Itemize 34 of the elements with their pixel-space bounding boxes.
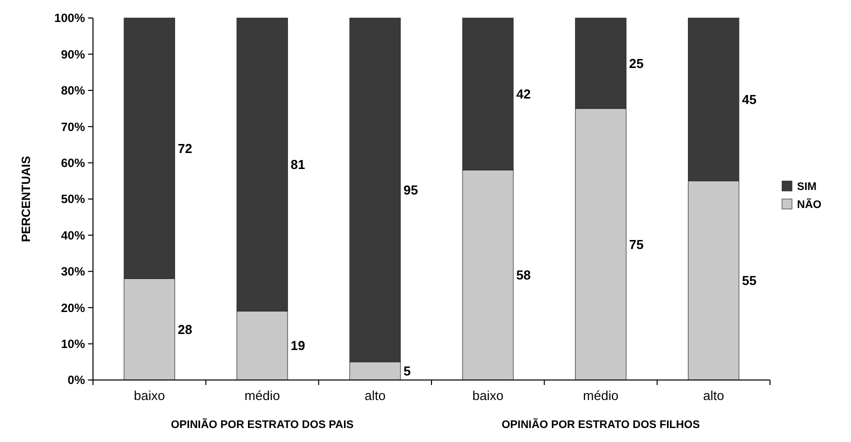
y-tick-label: 40%: [60, 228, 86, 242]
data-label: 72: [178, 140, 192, 156]
data-label: 45: [742, 92, 756, 107]
y-tick-label: 30%: [60, 264, 86, 279]
x-tick-label: baixo: [134, 388, 165, 403]
data-label: 25: [629, 56, 644, 71]
x-tick-label: alto: [364, 388, 386, 403]
y-tick-label: 50%: [60, 192, 86, 206]
text: OPINIÃO POR ESTRATO DOS PAIS: [170, 418, 354, 431]
data-label: 19: [290, 338, 306, 354]
y-tick-label: 0%: [68, 373, 86, 388]
y-tick-label: 90%: [60, 47, 86, 62]
y-axis-title: PERCENTUAIS: [19, 156, 33, 242]
data-label: 5: [403, 364, 411, 378]
y-tick-label: 70%: [60, 120, 86, 134]
y-tick-label: 10%: [60, 337, 86, 351]
data-label: 75: [629, 236, 644, 252]
x-tick-label: baixo: [472, 388, 504, 403]
data-label: 42: [516, 86, 531, 102]
x-tick-label: médio: [583, 388, 618, 403]
data-label: 58: [516, 268, 531, 283]
y-tick-label: 20%: [60, 300, 86, 315]
y-tick-label: 60%: [60, 156, 86, 170]
legend-label: SIM: [797, 180, 817, 193]
y-tick-label: 100%: [54, 11, 86, 26]
data-label: 28: [178, 322, 192, 337]
y-tick-label: 80%: [60, 84, 86, 98]
x-tick-label: alto: [703, 388, 724, 403]
data-label: 55: [742, 273, 756, 288]
x-tick-label: médio: [244, 388, 280, 403]
data-label: 81: [290, 157, 306, 172]
data-label: 95: [403, 182, 418, 198]
text: OPINIÃO POR ESTRATO DOS FILHOS: [502, 418, 700, 431]
legend-label: NÃO: [797, 198, 822, 211]
